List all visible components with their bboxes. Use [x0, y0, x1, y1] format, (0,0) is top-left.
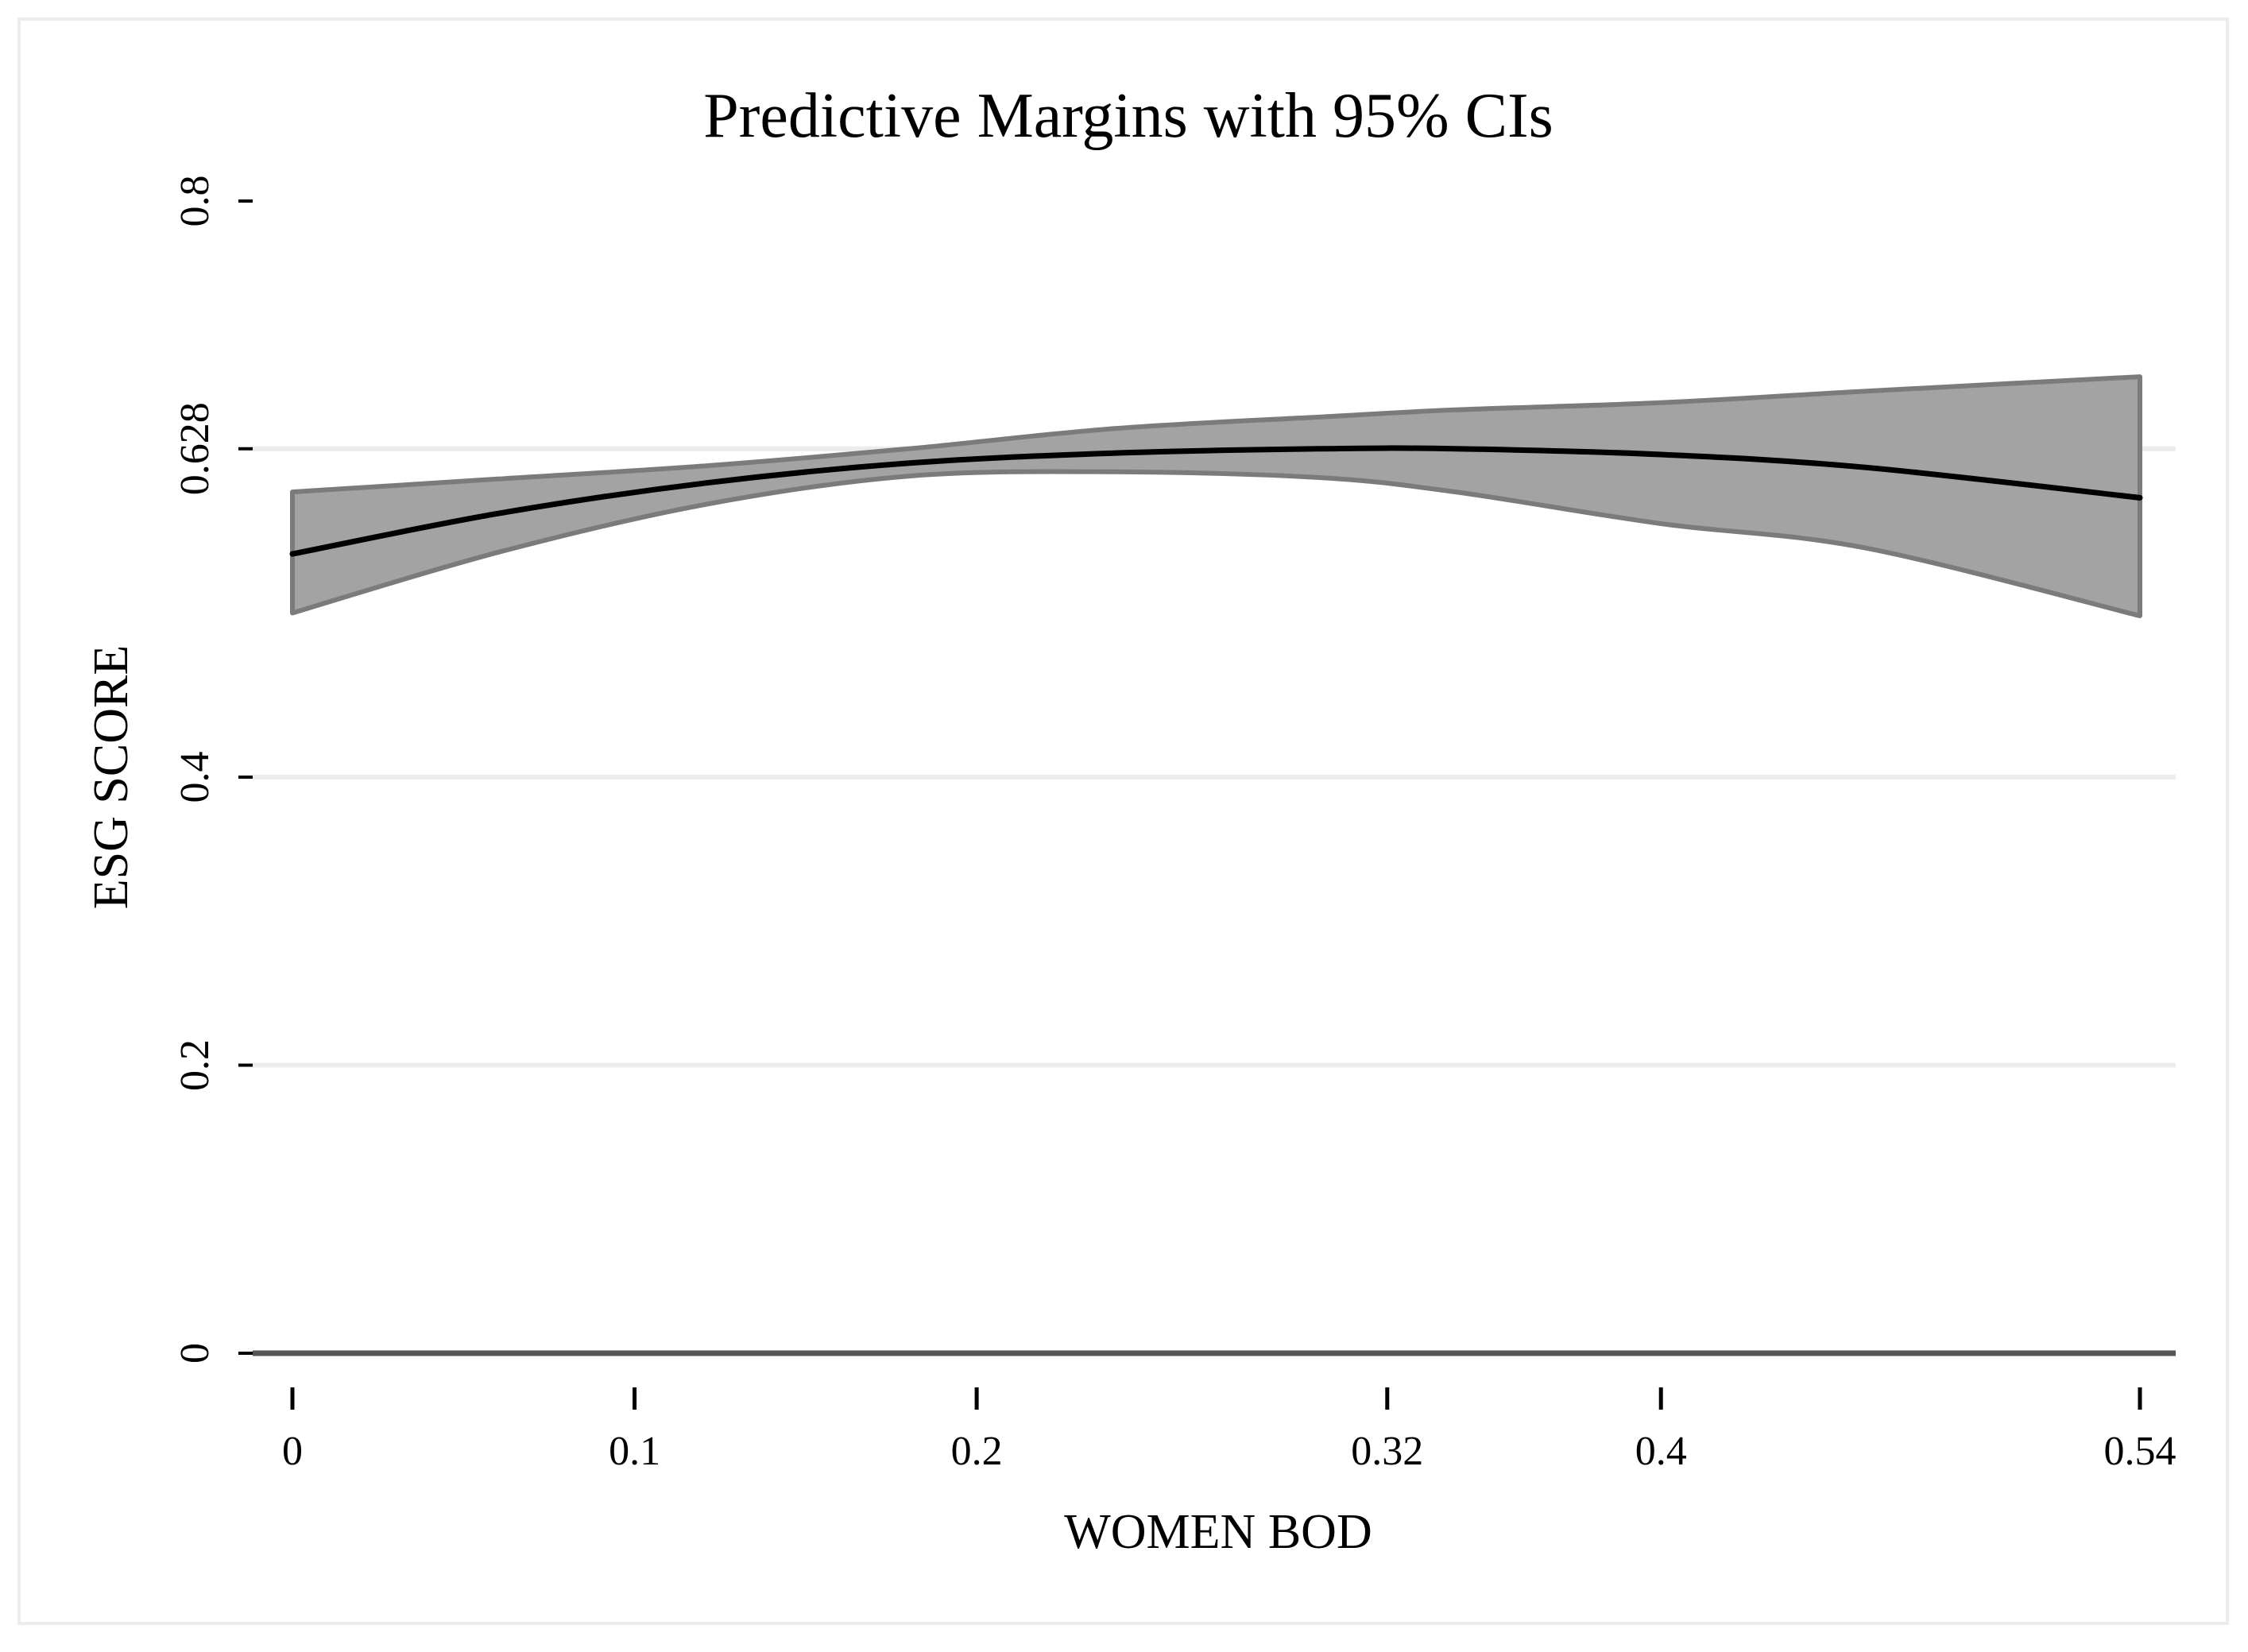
- x-tick-label: 0.32: [1351, 1429, 1423, 1474]
- confidence-band-group: [290, 374, 2142, 618]
- x-axis-title: WOMEN BOD: [1064, 1505, 1372, 1559]
- x-tick-label: 0: [282, 1429, 303, 1474]
- x-tick-label: 0.2: [951, 1429, 1003, 1474]
- x-tick-label: 0.54: [2104, 1429, 2176, 1474]
- chart-title: Predictive Margins with 95% CIs: [703, 81, 1553, 151]
- series-line: [289, 445, 2143, 557]
- y-tick-label: 0.4: [172, 752, 218, 803]
- x-tick-label: 0.4: [1635, 1429, 1687, 1474]
- y-tick-label: 0: [172, 1343, 218, 1364]
- x-tick-label: 0.1: [609, 1429, 660, 1474]
- series-line-group: [289, 445, 2143, 557]
- axes: 0 0.2 0.4 0.628 0.8 0 0.1 0.2 0.32 0.4 0.54: [172, 176, 2176, 1475]
- y-tick-label: 0.8: [172, 176, 218, 227]
- chart-frame: [17, 17, 2229, 1625]
- confidence-band: [290, 374, 2142, 618]
- y-tick-label: 0.2: [172, 1039, 218, 1091]
- y-tick-label: 0.628: [172, 402, 218, 495]
- y-axis-title: ESG SCORE: [84, 645, 138, 909]
